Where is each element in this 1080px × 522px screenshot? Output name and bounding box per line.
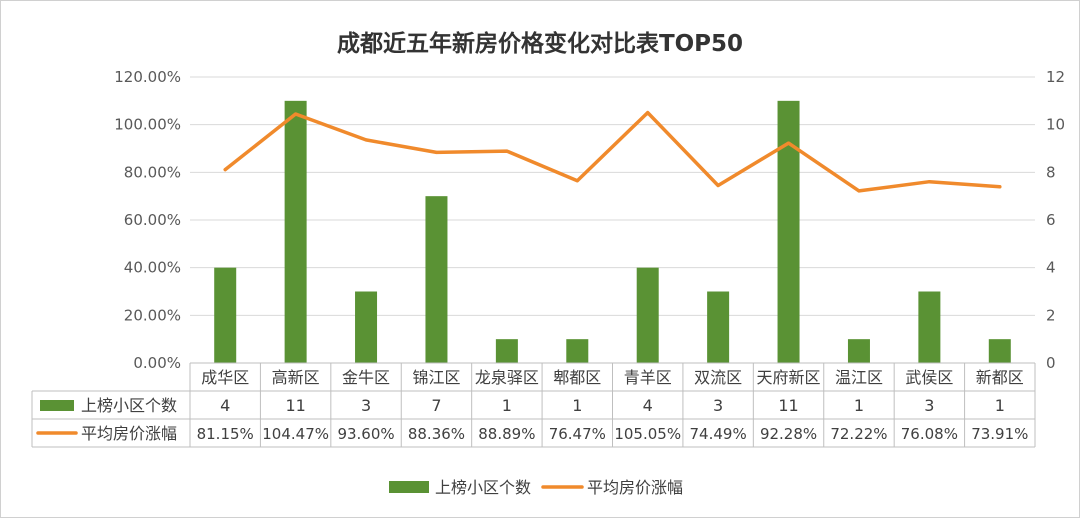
y-right-tick-label: 8 [1046,163,1056,181]
table-cell-increase: 105.05% [614,425,681,443]
bar [777,100,800,363]
bar [284,100,307,363]
line-point [223,168,227,172]
bar [847,339,870,363]
y-left-tick-label: 20.00% [124,306,181,324]
table-cell-count: 1 [995,396,1005,415]
table-cell-increase: 92.28% [760,425,817,443]
table-cell-increase: 76.47% [549,425,606,443]
line-point [716,183,720,187]
data-table: 成华区481.15%高新区11104.47%金牛区393.60%锦江区788.3… [31,362,1036,448]
x-category-label: 青羊区 [624,368,672,387]
bar [707,291,730,363]
line-point [787,141,791,145]
y-axis-left: 0.00% 20.00% 40.00% 60.00% 80.00% 100.00% 120.… [114,68,181,372]
table-cell-count: 4 [643,396,653,415]
table-cell-increase: 88.36% [408,425,465,443]
line-series-path [223,110,1002,193]
table-cell-increase: 72.22% [830,425,887,443]
y-left-tick-label: 80.00% [124,163,181,181]
y-left-tick-label: 40.00% [124,259,181,277]
table-key-bar [40,400,74,411]
x-category-label: 郫都区 [553,368,601,387]
x-category-label: 天府新区 [757,368,821,387]
table-row-header-count: 上榜小区个数 [81,396,177,415]
x-category-label: 金牛区 [342,368,390,387]
bar-series [214,100,1011,363]
table-cell-count: 1 [854,396,864,415]
line-point [927,180,931,184]
line-point [434,150,438,154]
y-right-tick-label: 6 [1046,211,1056,229]
x-category-label: 武侯区 [905,368,953,387]
table-row-header-increase: 平均房价涨幅 [81,424,177,443]
y-axis-right: 0 2 4 6 8 10 12 [1046,68,1065,372]
legend-key-bar [389,481,429,493]
x-category-label: 锦江区 [412,368,460,387]
y-right-tick-label: 2 [1046,306,1056,324]
table-cell-count: 3 [361,396,371,415]
table-cell-increase: 74.49% [690,425,747,443]
y-left-tick-label: 120.00% [114,68,181,86]
line-point [294,112,298,116]
bar [425,196,448,363]
y-left-tick-label: 0.00% [133,354,181,372]
grid-lines [190,76,1035,316]
bar [214,267,237,363]
bar [918,291,941,363]
table-cell-increase: 88.89% [478,425,535,443]
table-cell-count: 11 [285,396,305,415]
y-right-tick-label: 0 [1046,354,1056,372]
table-cell-count: 3 [924,396,934,415]
y-right-tick-label: 4 [1046,259,1056,277]
legend-label-count: 上榜小区个数 [435,478,531,497]
x-category-label: 高新区 [272,368,320,387]
line-point [998,185,1002,189]
line-point [575,179,579,183]
line-point [364,138,368,142]
legend: 上榜小区个数 平均房价涨幅 [389,478,683,497]
bar [495,339,518,363]
line-series [223,110,1002,193]
table-cell-count: 1 [572,396,582,415]
line-point [857,189,861,193]
y-left-tick-label: 100.00% [114,116,181,134]
table-cell-increase: 73.91% [971,425,1028,443]
y-right-tick-label: 12 [1046,68,1065,86]
table-cell-increase: 76.08% [901,425,958,443]
y-left-tick-label: 60.00% [124,211,181,229]
table-cell-count: 3 [713,396,723,415]
line-point [505,149,509,153]
chart-title: 成都近五年新房价格变化对比表TOP50 [337,30,743,57]
x-category-label: 龙泉驿区 [475,368,539,387]
table-cell-count: 4 [220,396,230,415]
x-category-label: 温江区 [835,368,883,387]
table-cell-increase: 93.60% [337,425,394,443]
table-cell-count: 11 [778,396,798,415]
table-cell-increase: 81.15% [197,425,254,443]
legend-label-increase: 平均房价涨幅 [587,478,683,497]
x-category-label: 双流区 [694,368,742,387]
bar [355,291,378,363]
bar [566,339,589,363]
table-cell-count: 7 [431,396,441,415]
line-point [646,111,650,115]
bar [636,267,659,363]
table-cell-increase: 104.47% [262,425,329,443]
y-right-tick-label: 10 [1046,116,1065,134]
x-category-label: 新都区 [976,368,1024,387]
x-category-label: 成华区 [201,368,249,387]
table-cell-count: 1 [502,396,512,415]
bar [988,339,1011,363]
